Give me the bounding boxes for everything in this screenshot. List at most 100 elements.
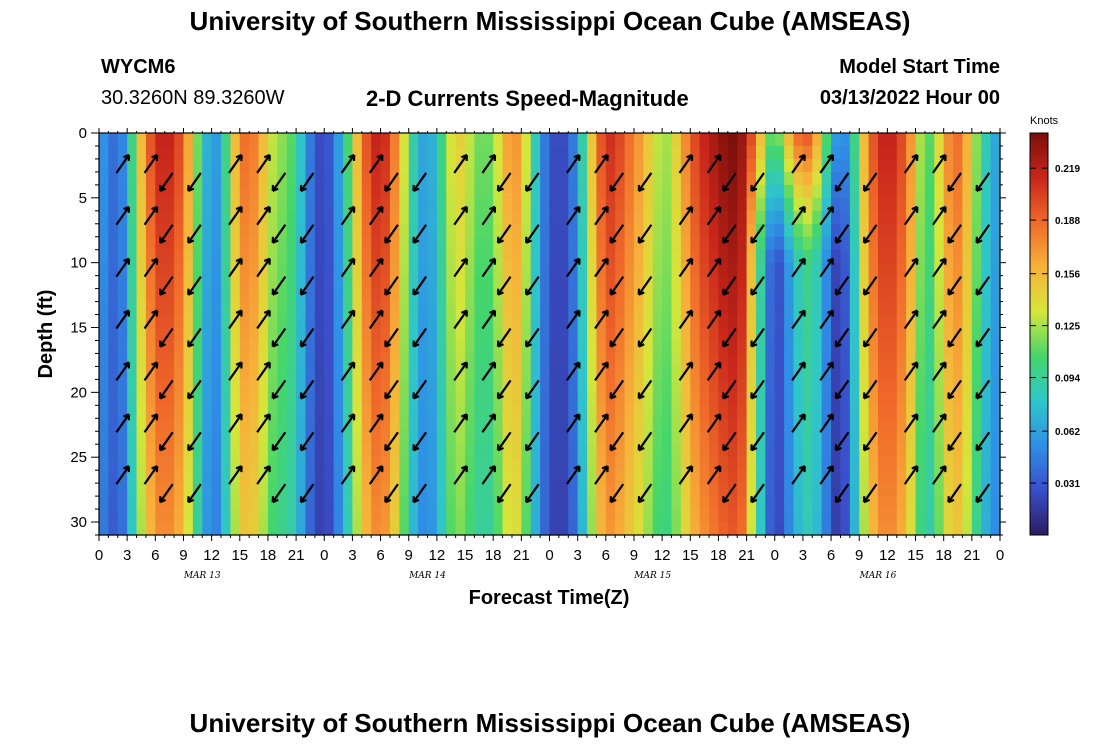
heat-cell bbox=[99, 483, 109, 497]
heat-cell bbox=[174, 353, 185, 368]
heat-cell bbox=[221, 275, 231, 290]
heat-cell bbox=[164, 133, 175, 147]
heat-cell bbox=[455, 496, 466, 510]
heat-cell bbox=[868, 288, 879, 303]
heat-cell bbox=[305, 496, 316, 510]
current-arrow bbox=[862, 431, 878, 452]
heat-cell bbox=[793, 522, 804, 536]
heat-cell bbox=[765, 314, 776, 329]
heat-cell bbox=[183, 249, 194, 264]
heat-cell bbox=[680, 353, 691, 368]
heat-cell bbox=[108, 496, 119, 510]
heat-cell bbox=[211, 431, 222, 445]
current-arrow bbox=[722, 276, 737, 296]
heat-cell bbox=[877, 457, 888, 471]
heat-cell bbox=[145, 340, 156, 355]
heat-cell bbox=[615, 210, 626, 225]
heat-cell bbox=[314, 288, 325, 303]
heat-cell bbox=[530, 262, 541, 277]
current-arrow bbox=[115, 205, 131, 226]
heat-cell bbox=[418, 288, 429, 303]
current-arrow bbox=[609, 431, 625, 452]
heat-cell bbox=[474, 496, 485, 510]
current-arrow bbox=[158, 276, 174, 296]
heat-cell bbox=[971, 145, 982, 160]
heat-cell bbox=[389, 418, 400, 432]
heat-cell bbox=[145, 275, 156, 290]
heat-cell bbox=[221, 197, 231, 212]
heat-cell bbox=[849, 444, 860, 458]
heat-cell bbox=[821, 171, 832, 186]
heat-cell bbox=[568, 301, 579, 316]
heat-cell bbox=[436, 509, 447, 523]
heat-cell bbox=[793, 197, 804, 212]
heat-cell bbox=[202, 366, 213, 380]
heat-cell bbox=[558, 249, 569, 264]
heat-cell bbox=[493, 184, 504, 199]
heat-cell bbox=[493, 392, 504, 406]
heat-cell bbox=[446, 145, 457, 160]
heat-cell bbox=[821, 431, 832, 445]
heat-cell bbox=[624, 184, 635, 199]
heat-cell bbox=[709, 133, 720, 147]
heat-cell bbox=[483, 184, 494, 199]
heat-cell bbox=[399, 314, 410, 329]
heat-cell bbox=[662, 171, 673, 186]
heat-cell bbox=[887, 496, 898, 510]
heat-cell bbox=[587, 275, 598, 290]
heat-cell bbox=[812, 301, 823, 316]
heat-cell bbox=[99, 509, 109, 523]
heat-cell bbox=[624, 444, 635, 458]
heat-cell bbox=[117, 133, 128, 147]
heat-cell bbox=[840, 418, 851, 432]
heat-cell bbox=[530, 457, 541, 471]
heat-cell bbox=[784, 223, 795, 238]
heat-cell bbox=[831, 249, 842, 264]
heat-cell bbox=[962, 483, 973, 497]
heat-cell bbox=[239, 405, 250, 419]
current-arrow bbox=[722, 224, 737, 244]
heat-cell bbox=[183, 327, 194, 342]
heat-cell bbox=[821, 496, 832, 510]
heat-cell bbox=[962, 236, 973, 251]
station-id: WYCM6 bbox=[101, 56, 176, 78]
heat-cell bbox=[333, 275, 344, 290]
heat-cell bbox=[296, 457, 307, 471]
heat-cell bbox=[746, 522, 757, 536]
heat-cell bbox=[831, 483, 842, 497]
heat-cell bbox=[239, 431, 250, 445]
heat-cell bbox=[652, 392, 663, 406]
heat-cell bbox=[408, 522, 419, 536]
heat-cell bbox=[558, 444, 569, 458]
heat-cell bbox=[389, 522, 400, 536]
heat-cell bbox=[690, 236, 701, 251]
heat-cell bbox=[380, 158, 391, 173]
heat-cell bbox=[324, 133, 335, 147]
current-arrow bbox=[862, 379, 878, 400]
heat-cell bbox=[465, 288, 476, 303]
heat-cell bbox=[371, 496, 382, 510]
heat-cell bbox=[840, 314, 851, 329]
heat-cell bbox=[605, 133, 616, 147]
heat-cell bbox=[249, 509, 260, 523]
heat-cell bbox=[699, 366, 710, 380]
heat-cell bbox=[953, 418, 964, 432]
heat-cell bbox=[127, 171, 138, 186]
heat-cell bbox=[465, 249, 476, 264]
heat-cell bbox=[474, 444, 485, 458]
heat-cell bbox=[633, 457, 644, 471]
heat-cell bbox=[117, 392, 128, 406]
heat-cell bbox=[174, 522, 185, 536]
heat-cell bbox=[455, 379, 466, 393]
heat-cell bbox=[849, 379, 860, 393]
heat-cell bbox=[314, 210, 325, 225]
heat-cell bbox=[540, 366, 551, 380]
heat-cell bbox=[746, 249, 757, 264]
heat-cell bbox=[615, 457, 626, 471]
heat-cell bbox=[699, 379, 710, 393]
heat-cell bbox=[718, 366, 729, 380]
heat-cell bbox=[436, 197, 447, 212]
current-arrow bbox=[791, 465, 806, 485]
heat-cell bbox=[924, 509, 935, 523]
heat-cell bbox=[145, 133, 156, 147]
